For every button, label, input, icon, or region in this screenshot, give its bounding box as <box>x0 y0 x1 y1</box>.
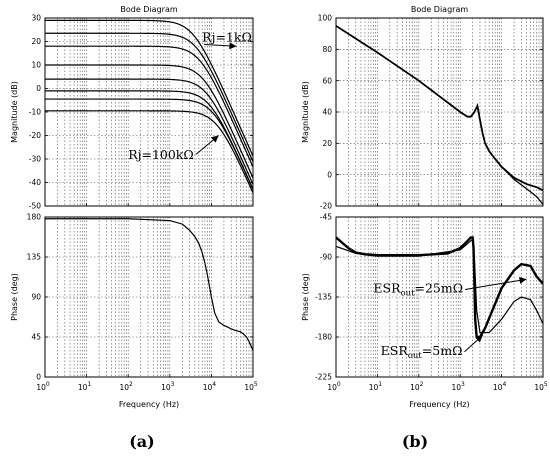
y-tick-label: 0 <box>36 84 41 93</box>
y-axis-label: Phase (deg) <box>10 273 19 321</box>
annotation-arrowhead <box>475 335 483 343</box>
y-axis-label: Magnitude (dB) <box>301 81 310 143</box>
plot-frame <box>44 216 254 378</box>
annotation-label-0: ESRout=25mΩ <box>373 281 463 299</box>
y-tick-label: 80 <box>322 45 332 54</box>
series-line-3 <box>45 64 253 179</box>
chart-a-magnitude: 30 20 10 0 -10 -20 -30 -40 -50 Bode Diagram Magnit… <box>10 5 254 211</box>
y-tick-label: -90 <box>320 253 332 262</box>
y-tick-label: 20 <box>322 139 332 148</box>
y-tick-label: -40 <box>29 178 41 187</box>
y-tick-label: -225 <box>315 373 332 382</box>
x-tick-label: 104 <box>493 381 507 392</box>
series-line-0 <box>336 25 543 192</box>
series-line-5 <box>45 90 253 190</box>
annotation-label-0: Rj=1kΩ <box>202 30 252 45</box>
annotation-arrowhead <box>211 135 219 143</box>
annotation-label-1: Rj=100kΩ <box>128 147 194 162</box>
panel-label-b: (b) <box>402 432 428 451</box>
x-tick-label: 101 <box>369 381 383 392</box>
x-axis-label: Frequency (Hz) <box>409 400 469 409</box>
x-tick-label: 103 <box>161 381 175 392</box>
series-line-2 <box>45 45 253 168</box>
series-line-0 <box>45 218 253 351</box>
annotation-arrowhead <box>519 276 527 284</box>
series-line-1 <box>484 143 543 205</box>
y-tick-label: -30 <box>29 155 41 164</box>
panel-label-a: (a) <box>129 432 155 451</box>
y-tick-label: 45 <box>31 333 41 342</box>
y-tick-label: 20 <box>31 37 41 46</box>
y-tick-label: -20 <box>29 131 41 140</box>
chart-title: Bode Diagram <box>411 5 468 14</box>
x-tick-label: 102 <box>120 381 134 392</box>
x-tick-label: 100 <box>36 381 50 392</box>
x-tick-label: 100 <box>327 381 341 392</box>
y-tick-label: -135 <box>315 293 332 302</box>
x-tick-label: 105 <box>534 381 548 392</box>
annotation-arrow-line <box>465 278 527 291</box>
chart-title: Bode Diagram <box>120 5 177 14</box>
y-tick-label: -50 <box>29 202 41 211</box>
y-tick-label: -45 <box>320 213 332 222</box>
series-line-1 <box>336 238 543 334</box>
y-tick-label: -20 <box>320 202 332 211</box>
y-tick-label: 40 <box>322 108 332 117</box>
y-tick-label: 90 <box>31 293 41 302</box>
x-tick-label: 101 <box>78 381 92 392</box>
y-tick-label: 180 <box>27 213 42 222</box>
x-tick-label: 105 <box>244 381 258 392</box>
series-line-0 <box>45 19 253 157</box>
x-tick-label: 103 <box>452 381 466 392</box>
y-tick-label: 60 <box>322 76 332 85</box>
y-tick-label: -10 <box>29 108 41 117</box>
y-tick-label: 100 <box>318 14 333 23</box>
y-tick-label: 0 <box>36 373 41 382</box>
y-axis-label: Phase (deg) <box>301 273 310 321</box>
annotation-label-1: ESRout=5mΩ <box>381 343 463 361</box>
x-tick-label: 104 <box>203 381 217 392</box>
y-tick-label: -180 <box>315 333 332 342</box>
series-line-1 <box>45 32 253 163</box>
series-line-6 <box>45 98 253 190</box>
x-axis-label: Frequency (Hz) <box>119 400 179 409</box>
annotation-arrowhead <box>229 42 237 50</box>
y-tick-label: 10 <box>31 61 41 70</box>
chart-b-magnitude: 100 80 60 40 20 0 -20 Bode Diagram Magnitude (dB… <box>301 5 544 211</box>
y-axis-label: Magnitude (dB) <box>10 81 19 143</box>
y-tick-label: 30 <box>31 14 41 23</box>
series-line-7 <box>45 110 253 194</box>
y-tick-label: 135 <box>27 253 42 262</box>
series-line-4 <box>45 78 253 185</box>
y-tick-label: 0 <box>327 170 332 179</box>
x-tick-label: 102 <box>410 381 424 392</box>
